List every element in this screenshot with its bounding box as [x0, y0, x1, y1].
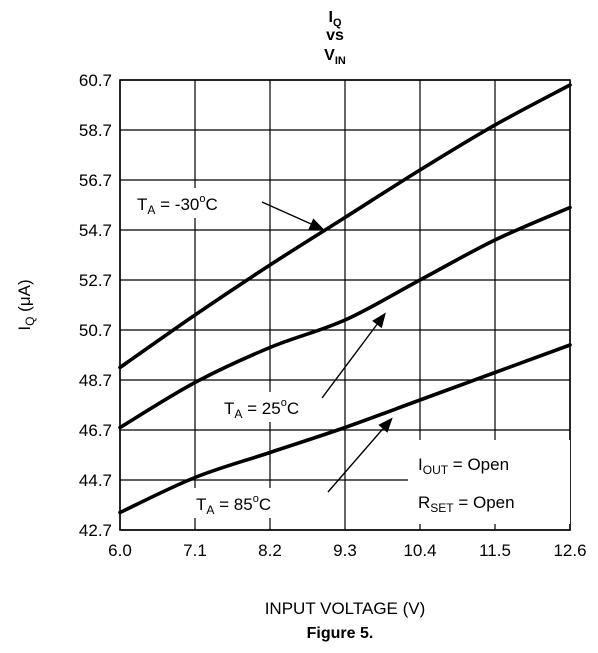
- annot-t25-value: = 25: [242, 399, 280, 418]
- condition-iout: IOUT = Open: [418, 455, 509, 477]
- annot-bg-t-30: [130, 188, 262, 218]
- annot-t-30-sup: o: [199, 193, 205, 205]
- annot-t-30: TA = -30oC: [137, 193, 218, 217]
- series-line-t25: [118, 205, 572, 430]
- cond-rset-rest: = Open: [454, 493, 515, 512]
- annotation-arrow-head: [372, 312, 386, 329]
- annot-t25: TA = 25oC: [224, 397, 299, 421]
- annot-t85-unit: C: [259, 495, 271, 514]
- plot-frame: [119, 79, 571, 531]
- y-tick-label: 44.7: [79, 471, 112, 490]
- annot-t25-sup: o: [281, 397, 287, 409]
- cond-iout-main: I: [418, 455, 423, 474]
- annot-t-30-main: T: [137, 195, 147, 214]
- conditions-bg: [408, 440, 570, 524]
- x-tick-label: 6.0: [108, 541, 132, 560]
- annotation-arrow-line: [321, 324, 378, 399]
- annot-t25-unit: C: [287, 399, 299, 418]
- annot-t25-sub: A: [234, 407, 242, 421]
- figure-caption: Figure 5.: [307, 625, 374, 642]
- chart-title-line1: IQ: [328, 9, 341, 29]
- y-tick-label: 60.7: [79, 71, 112, 90]
- series-layer: [118, 83, 572, 515]
- annotation-arrow-line: [327, 428, 384, 493]
- title-vin-main: V: [324, 47, 335, 64]
- annot-t85: TA = 85oC: [196, 493, 271, 517]
- x-tick-label: 7.1: [183, 541, 207, 560]
- annot-t-30-value: = -30: [155, 195, 199, 214]
- ylabel-sub: Q: [23, 317, 37, 326]
- y-axis-label: IQ (μA): [15, 279, 37, 330]
- x-tick-label: 11.5: [479, 541, 511, 560]
- annotation-arrows: [261, 201, 393, 493]
- y-tick-label: 42.7: [79, 521, 112, 540]
- y-tick-label: 52.7: [79, 271, 112, 290]
- y-tick-label: 50.7: [79, 321, 112, 340]
- x-axis-label: INPUT VOLTAGE (V): [265, 599, 426, 618]
- annotation-arrow-head: [378, 417, 393, 433]
- annot-t85-sub: A: [206, 503, 214, 517]
- series-line-t-30: [118, 83, 572, 370]
- series-line-t85: [118, 343, 572, 515]
- chart-title-line2: vs: [326, 27, 344, 44]
- annot-t85-sup: o: [253, 493, 259, 505]
- annotation-arrow-head: [308, 218, 325, 230]
- x-tick-label: 8.2: [258, 541, 282, 560]
- annot-bg-t25: [218, 392, 336, 422]
- cond-iout-sub: OUT: [423, 463, 449, 477]
- y-tick-label: 48.7: [79, 371, 112, 390]
- annot-t85-value: = 85: [214, 495, 252, 514]
- annot-t-30-unit: C: [205, 195, 217, 214]
- cond-rset-main: R: [418, 493, 430, 512]
- y-tick-label: 54.7: [79, 221, 112, 240]
- title-iq-main: I: [328, 9, 332, 26]
- y-tick-label: 46.7: [79, 421, 112, 440]
- ylabel-main: I: [15, 326, 34, 331]
- title-vin-sub: IN: [335, 55, 346, 67]
- annot-t85-main: T: [196, 495, 206, 514]
- cond-rset-sub: SET: [430, 501, 454, 515]
- y-tick-label: 56.7: [79, 171, 112, 190]
- title-iq-sub: Q: [333, 17, 342, 29]
- annot-t25-main: T: [224, 399, 234, 418]
- y-tick-label: 58.7: [79, 121, 112, 140]
- cond-iout-rest: = Open: [448, 455, 509, 474]
- condition-rset: RSET = Open: [418, 493, 515, 515]
- annot-bg-t85: [190, 488, 332, 518]
- annotation-arrow-line: [261, 201, 312, 225]
- x-tick-label: 10.4: [403, 541, 436, 560]
- annot-t-30-sub: A: [147, 203, 155, 217]
- ylabel-unit: (μA): [15, 279, 34, 316]
- x-tick-label: 9.3: [333, 541, 357, 560]
- x-tick-label: 12.6: [553, 541, 586, 560]
- chart-title-line3: VIN: [324, 47, 346, 67]
